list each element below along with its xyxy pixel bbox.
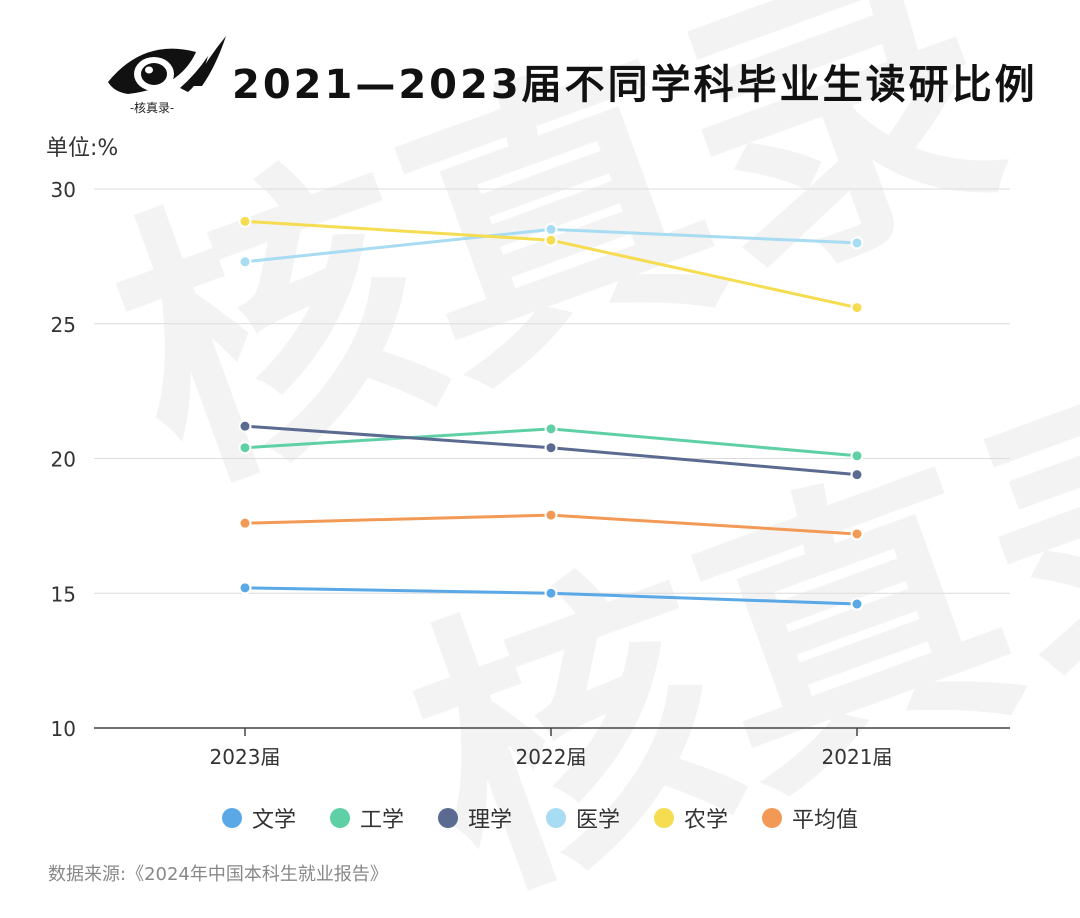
legend-dot-icon <box>329 808 350 828</box>
page-title: 2021—2023届不同学科毕业生读研比例 <box>232 62 1038 108</box>
legend-item: 理学 <box>437 802 512 834</box>
legend-label: 医学 <box>576 808 621 833</box>
legend-label: 理学 <box>467 808 512 833</box>
y-tick-label: 20 <box>51 448 76 472</box>
data-point <box>850 449 864 463</box>
data-point <box>544 233 558 247</box>
legend: 文学 工学 理学 医学 农学 平均值 <box>0 798 1080 838</box>
legend-dot-icon <box>762 808 783 828</box>
data-point <box>544 422 558 436</box>
x-tick-label: 2021届 <box>822 745 893 769</box>
logo: -核真录- <box>104 30 234 120</box>
x-tick-label: 2022届 <box>516 745 587 769</box>
y-tick-label: 30 <box>51 178 76 202</box>
data-point <box>238 441 252 455</box>
legend-label: 平均值 <box>792 808 859 833</box>
legend-item: 农学 <box>654 802 728 834</box>
y-tick-label: 15 <box>51 582 76 606</box>
legend-item: 工学 <box>329 802 404 834</box>
data-point <box>850 301 864 315</box>
data-point <box>544 586 558 600</box>
legend-dot-icon <box>221 808 242 828</box>
x-tick-label: 2023届 <box>210 745 281 769</box>
data-point <box>850 527 864 541</box>
data-point <box>238 214 252 228</box>
data-point <box>850 236 864 250</box>
data-point <box>544 441 558 455</box>
legend-dot-icon <box>437 808 458 828</box>
data-point <box>544 222 558 236</box>
legend-item: 平均值 <box>762 802 858 834</box>
legend-dot-icon <box>546 808 566 828</box>
logo-caption: -核真录- <box>130 101 174 115</box>
data-point <box>850 468 864 482</box>
data-point <box>238 516 252 530</box>
eye-logo-icon: -核真录- <box>108 36 226 115</box>
legend-label: 农学 <box>684 808 729 833</box>
grid-layer <box>94 188 1010 729</box>
data-point <box>544 508 558 522</box>
data-source: 数据来源:《2024年中国本科生就业报告》 <box>48 864 388 885</box>
series-layer <box>238 214 864 611</box>
y-tick-label: 10 <box>51 717 76 741</box>
y-tick-label: 25 <box>51 313 76 337</box>
legend-label: 工学 <box>359 808 404 833</box>
legend-item: 医学 <box>546 802 620 834</box>
data-point <box>238 419 252 433</box>
data-point <box>238 255 252 269</box>
legend-dot-icon <box>654 808 675 828</box>
unit-label: 单位:% <box>46 136 119 161</box>
data-point <box>238 581 252 595</box>
data-point <box>850 597 864 611</box>
axis-layer: 30 25 20 15 10 2023届 2022届 2021届 <box>51 178 893 769</box>
legend-item: 文学 <box>221 802 296 834</box>
legend-label: 文学 <box>251 808 296 833</box>
